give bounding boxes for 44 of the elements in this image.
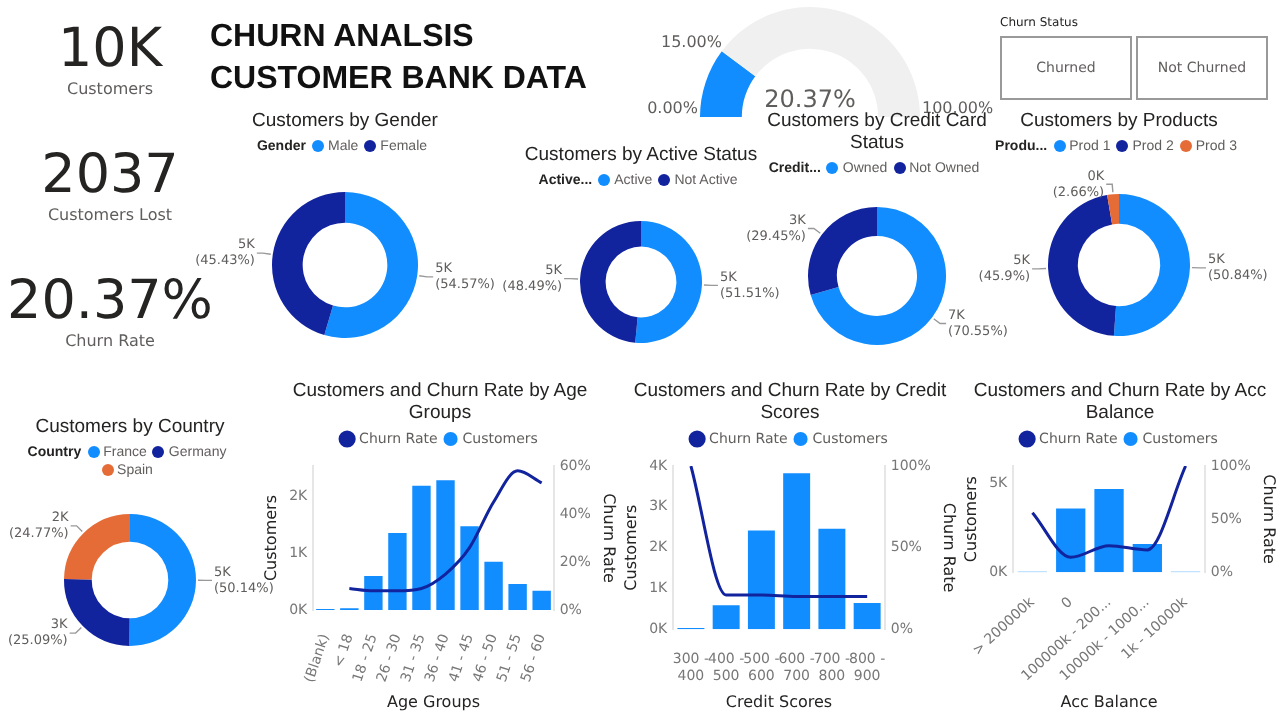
bar [818, 528, 846, 630]
chart-title: Customers by Country [33, 416, 227, 438]
x-axis-title: Credit Scores [725, 692, 833, 711]
text: Customers [66, 80, 154, 98]
text: 10K [57, 18, 163, 80]
x-axis-title: Acc Balance [1060, 692, 1158, 711]
bar [508, 583, 527, 611]
chart-title: Customers by Active Status [522, 144, 760, 166]
bar [388, 532, 407, 611]
text: 0.00% [647, 99, 699, 118]
chart-title: Customers and Churn Rate by Credit Scores [631, 380, 949, 424]
y2-axis-title: Churn Rate [600, 493, 619, 584]
text: 2037 [39, 144, 181, 206]
chart-title: Customers and Churn Rate by Age Groups [290, 380, 590, 424]
bar [532, 590, 551, 611]
bar [484, 561, 503, 611]
bar [783, 473, 811, 630]
line-series [347, 469, 544, 593]
y-axis-title: Customers [961, 476, 980, 563]
chart-title: Customers by Credit Card Status [767, 110, 987, 154]
bar [364, 576, 383, 611]
bar [412, 485, 431, 611]
y2-axis-title: Churn Rate [1260, 474, 1279, 565]
text: 20.37% [5, 270, 215, 332]
line-series [1030, 466, 1188, 559]
chart-title: Customers by Gender [250, 110, 440, 132]
text: 15.00% [660, 33, 723, 52]
x-axis-title: Age Groups [386, 692, 481, 711]
text: 20.37% [764, 85, 856, 114]
chart-title: Customers by Products [1020, 110, 1218, 132]
bar [747, 530, 775, 630]
bar [853, 603, 881, 630]
y-axis-title: Customers [621, 504, 640, 591]
chart-title: Customers and Churn Rate by Acc Balance [971, 380, 1269, 424]
bar [1056, 508, 1086, 573]
bar [436, 480, 455, 611]
text: CHURN ANALSIS CUSTOMER BANK DATA [210, 18, 589, 100]
y-axis-title: Customers [261, 495, 280, 582]
bar [712, 605, 740, 630]
bar [460, 526, 479, 611]
bar [1094, 489, 1124, 573]
text: Churn Rate [63, 332, 157, 350]
text: Customers Lost [45, 206, 175, 224]
y2-axis-title: Churn Rate [940, 502, 959, 593]
